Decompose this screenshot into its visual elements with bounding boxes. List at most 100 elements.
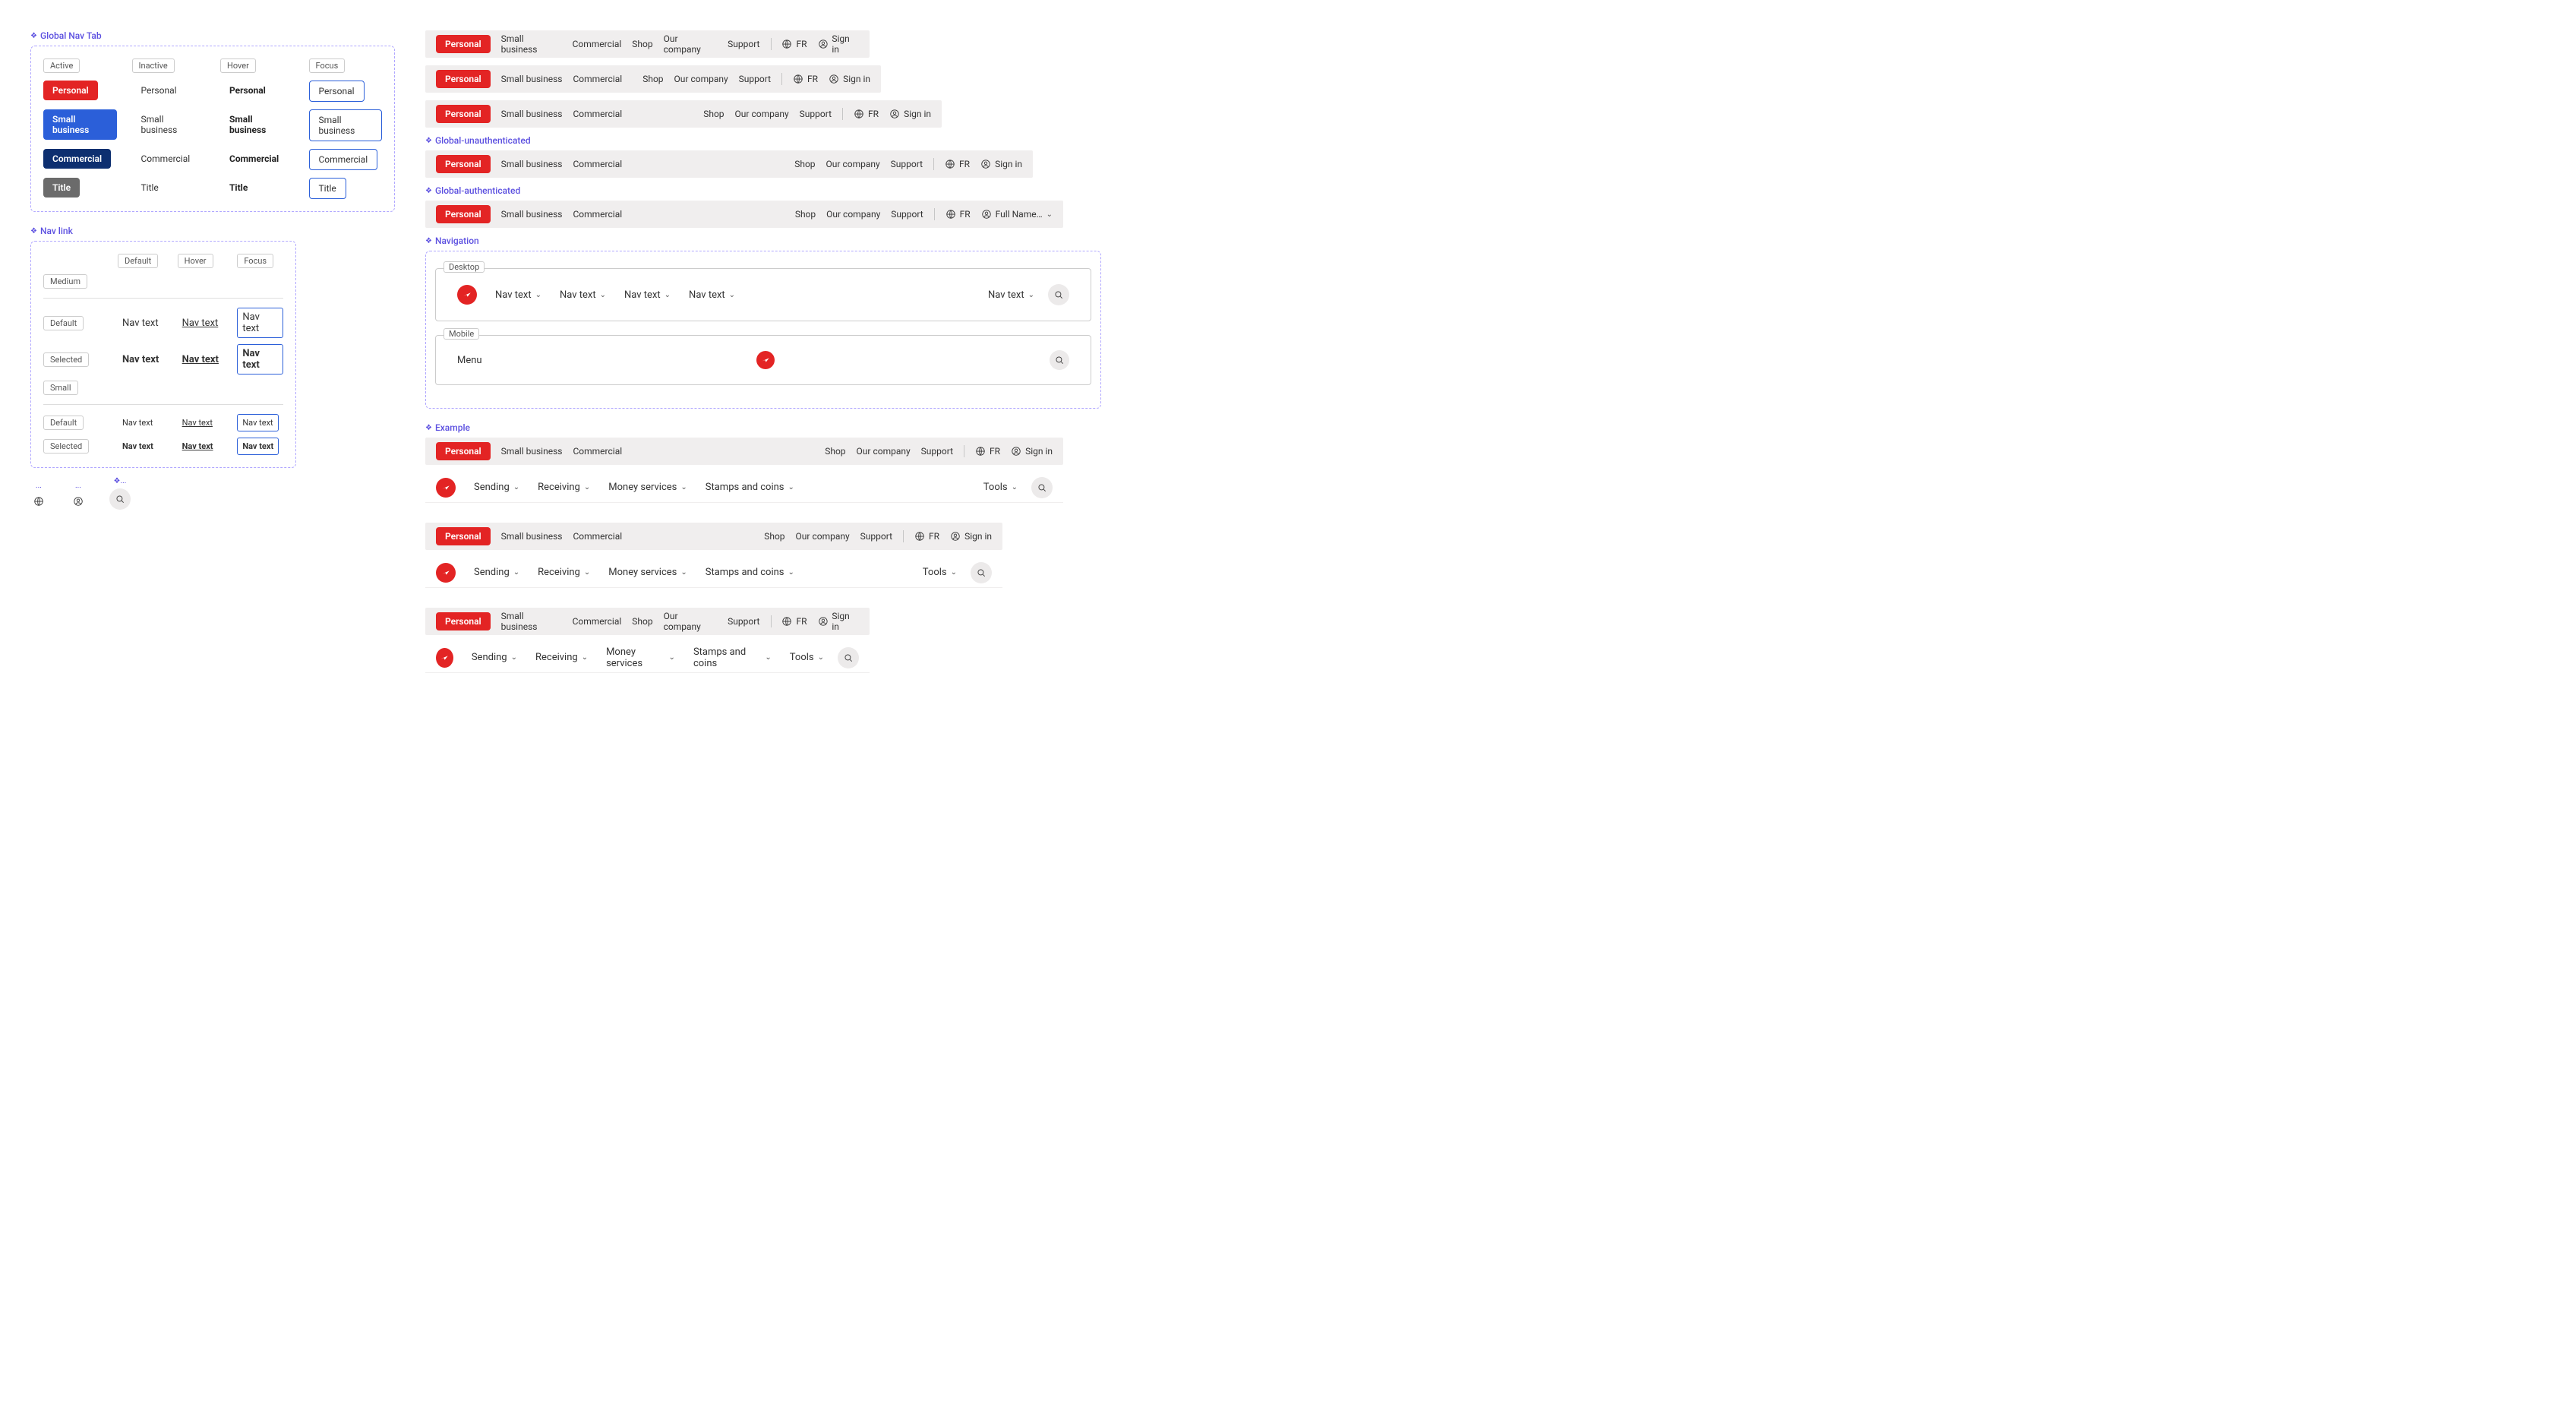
navlink-sm-selected[interactable]: Nav text: [118, 438, 158, 454]
nav-item-1[interactable]: Nav text⌄: [495, 289, 541, 301]
sign-in-button[interactable]: Sign in: [829, 74, 870, 84]
link-support[interactable]: Support: [728, 39, 759, 49]
tab-small-business[interactable]: Small business: [501, 531, 563, 542]
link-shop[interactable]: Shop: [795, 209, 816, 220]
tab-commercial-hover[interactable]: Commercial: [220, 149, 288, 169]
tab-personal-hover[interactable]: Personal: [220, 81, 275, 100]
tab-personal[interactable]: Personal: [436, 205, 491, 223]
search-icon[interactable]: [109, 488, 131, 510]
tab-small-business[interactable]: Small business: [501, 209, 563, 220]
nav-stamps-coins[interactable]: Stamps and coins⌄: [706, 482, 794, 493]
link-support[interactable]: Support: [921, 446, 953, 457]
nav-receiving[interactable]: Receiving⌄: [538, 567, 590, 578]
tab-personal-active[interactable]: Personal: [43, 81, 98, 100]
sign-in-button[interactable]: Sign in: [1011, 446, 1053, 457]
tab-personal[interactable]: Personal: [436, 35, 491, 53]
link-our-company[interactable]: Our company: [826, 159, 880, 169]
tab-commercial[interactable]: Commercial: [573, 616, 622, 627]
link-support[interactable]: Support: [891, 159, 923, 169]
nav-tools[interactable]: Tools⌄: [923, 567, 957, 578]
tab-title-active[interactable]: Title: [43, 178, 80, 198]
navlink-md-selected-hover[interactable]: Nav text: [178, 351, 223, 368]
tab-commercial-active[interactable]: Commercial: [43, 149, 111, 169]
nav-item-3[interactable]: Nav text⌄: [624, 289, 671, 301]
nav-receiving[interactable]: Receiving⌄: [535, 652, 588, 663]
nav-tools[interactable]: Tools⌄: [790, 652, 824, 663]
brand-logo[interactable]: [436, 563, 456, 583]
tab-small-business[interactable]: Small business: [501, 109, 563, 119]
tab-small-business[interactable]: Small business: [501, 33, 562, 55]
link-shop[interactable]: Shop: [764, 531, 784, 542]
search-button[interactable]: [1048, 284, 1069, 305]
nav-item-2[interactable]: Nav text⌄: [560, 289, 606, 301]
tab-personal-focus[interactable]: Personal: [309, 81, 365, 102]
search-button[interactable]: [1050, 350, 1069, 370]
nav-stamps-coins[interactable]: Stamps and coins⌄: [706, 567, 794, 578]
brand-logo[interactable]: [457, 285, 477, 305]
sign-in-button[interactable]: Sign in: [889, 109, 931, 119]
tab-small-business-hover[interactable]: Small business: [220, 109, 294, 140]
tab-commercial-inactive[interactable]: Commercial: [132, 149, 200, 169]
search-button[interactable]: [971, 562, 992, 583]
tab-personal[interactable]: Personal: [436, 612, 491, 630]
link-support[interactable]: Support: [800, 109, 832, 119]
search-button[interactable]: [1031, 477, 1053, 498]
tab-small-business[interactable]: Small business: [501, 446, 563, 457]
lang-toggle[interactable]: FR: [854, 109, 879, 119]
tab-small-business[interactable]: Small business: [501, 74, 563, 84]
nav-receiving[interactable]: Receiving⌄: [538, 482, 590, 493]
navlink-md-focus[interactable]: Nav text: [237, 308, 283, 338]
navlink-md-selected-focus[interactable]: Nav text: [237, 344, 283, 375]
tab-personal[interactable]: Personal: [436, 442, 491, 460]
search-button[interactable]: [838, 647, 859, 668]
link-shop[interactable]: Shop: [632, 616, 652, 627]
link-our-company[interactable]: Our company: [796, 531, 850, 542]
sign-in-button[interactable]: Sign in: [980, 159, 1022, 169]
tab-personal[interactable]: Personal: [436, 70, 491, 88]
tab-commercial[interactable]: Commercial: [573, 74, 622, 84]
link-shop[interactable]: Shop: [794, 159, 815, 169]
link-shop[interactable]: Shop: [703, 109, 724, 119]
nav-item-right[interactable]: Nav text⌄: [988, 289, 1034, 301]
nav-money-services[interactable]: Money services⌄: [606, 646, 675, 669]
user-menu[interactable]: Full Name…⌄: [981, 209, 1053, 220]
user-icon[interactable]: [70, 493, 87, 510]
tab-personal[interactable]: Personal: [436, 527, 491, 545]
link-shop[interactable]: Shop: [642, 74, 663, 84]
link-support[interactable]: Support: [860, 531, 892, 542]
nav-money-services[interactable]: Money services⌄: [608, 567, 687, 578]
nav-item-4[interactable]: Nav text⌄: [689, 289, 735, 301]
nav-sending[interactable]: Sending⌄: [474, 482, 519, 493]
navlink-sm-selected-focus[interactable]: Nav text: [237, 438, 279, 455]
link-support[interactable]: Support: [728, 616, 759, 627]
sign-in-button[interactable]: Sign in: [818, 611, 859, 632]
tab-small-business-inactive[interactable]: Small business: [132, 109, 206, 140]
lang-toggle[interactable]: FR: [781, 616, 807, 627]
link-our-company[interactable]: Our company: [826, 209, 880, 220]
lang-toggle[interactable]: FR: [945, 209, 971, 220]
menu-button[interactable]: Menu: [457, 355, 482, 366]
tab-title-hover[interactable]: Title: [220, 178, 257, 198]
lang-toggle[interactable]: FR: [914, 531, 939, 542]
sign-in-button[interactable]: Sign in: [950, 531, 992, 542]
navlink-sm-default[interactable]: Nav text: [118, 415, 157, 431]
tab-commercial[interactable]: Commercial: [573, 159, 622, 169]
link-our-company[interactable]: Our company: [674, 74, 728, 84]
brand-logo[interactable]: [436, 648, 453, 668]
tab-title-focus[interactable]: Title: [309, 178, 346, 199]
nav-sending[interactable]: Sending⌄: [472, 652, 517, 663]
link-our-company[interactable]: Our company: [857, 446, 911, 457]
link-shop[interactable]: Shop: [825, 446, 845, 457]
tab-commercial[interactable]: Commercial: [573, 109, 622, 119]
link-support[interactable]: Support: [891, 209, 923, 220]
navlink-md-selected[interactable]: Nav text: [118, 351, 163, 368]
tab-personal[interactable]: Personal: [436, 155, 491, 173]
lang-toggle[interactable]: FR: [781, 39, 807, 49]
sign-in-button[interactable]: Sign in: [818, 33, 859, 55]
brand-logo[interactable]: [436, 478, 456, 498]
navlink-md-default[interactable]: Nav text: [118, 314, 163, 332]
navlink-sm-focus[interactable]: Nav text: [237, 414, 278, 431]
nav-stamps-coins[interactable]: Stamps and coins⌄: [693, 646, 772, 669]
tab-small-business-active[interactable]: Small business: [43, 109, 117, 140]
lang-toggle[interactable]: FR: [975, 446, 1000, 457]
